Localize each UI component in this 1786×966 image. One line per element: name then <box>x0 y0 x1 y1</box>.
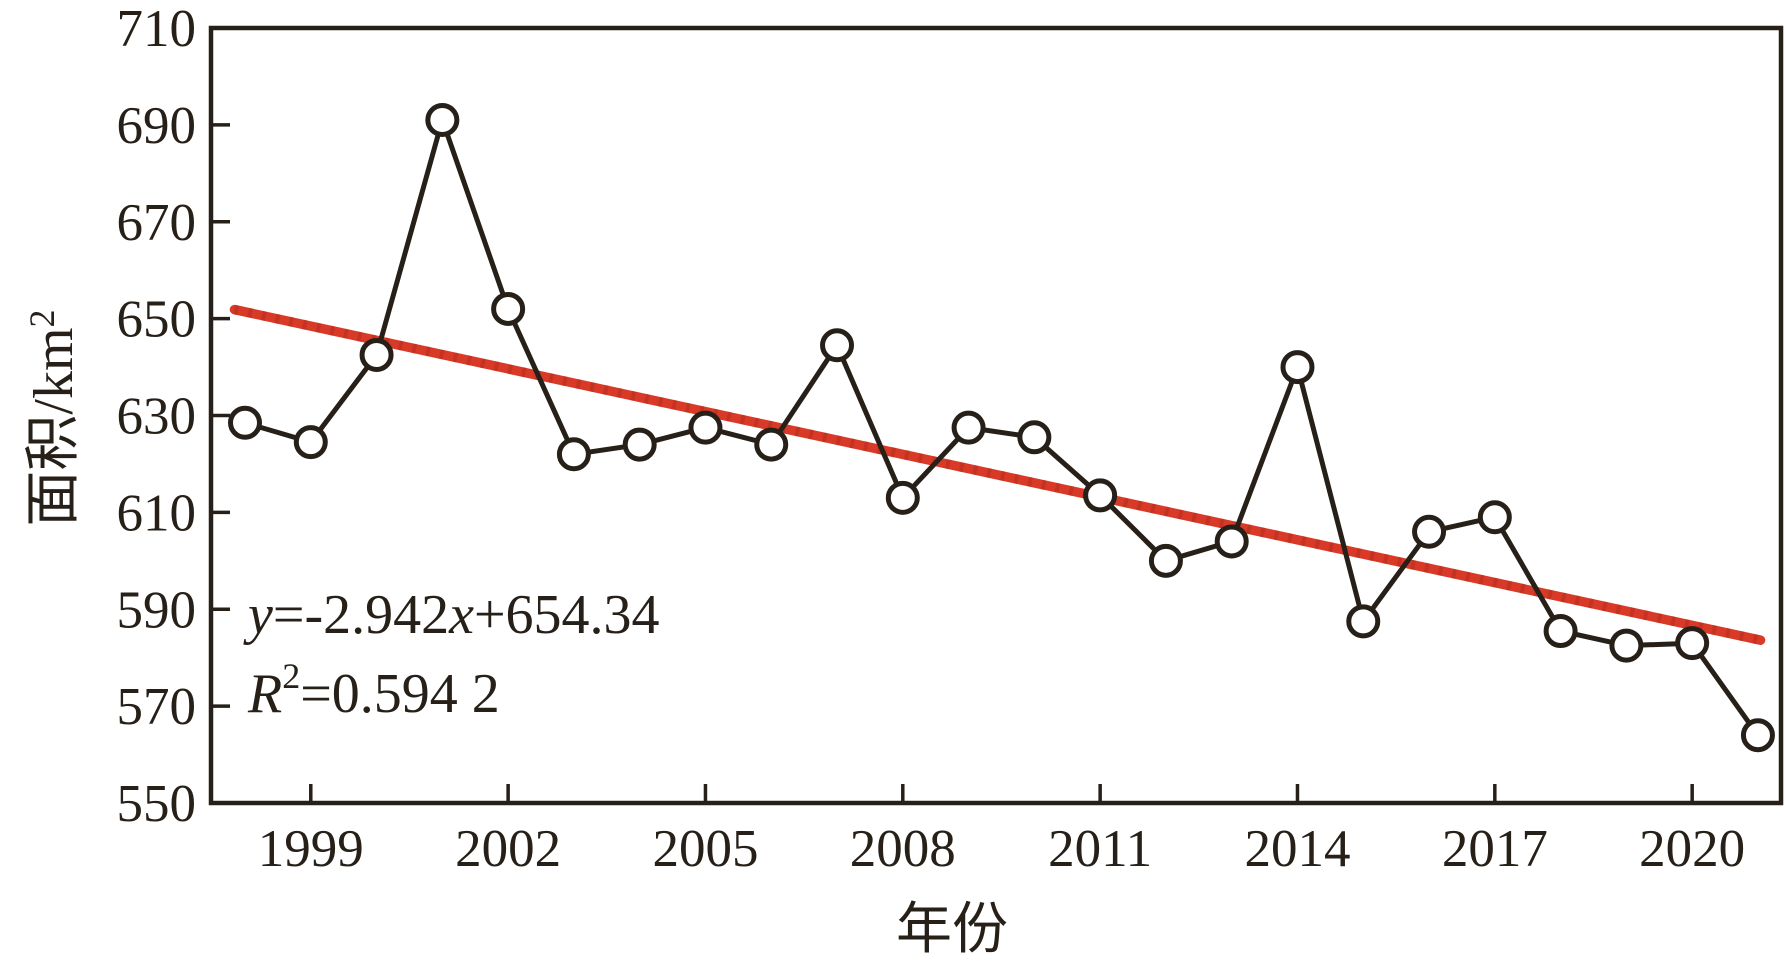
data-point <box>425 103 460 138</box>
x-axis-tick-label: 2017 <box>1442 820 1548 878</box>
data-point <box>1740 718 1775 753</box>
data-point <box>820 328 855 363</box>
y-axis-tick-label: 590 <box>117 581 197 639</box>
data-point <box>1346 604 1381 639</box>
x-axis-tick-label: 2002 <box>455 820 561 878</box>
data-point <box>1083 478 1118 513</box>
x-axis-tick-label: 1999 <box>258 820 364 878</box>
x-axis-tick-label: 2020 <box>1639 820 1745 878</box>
x-axis-tick-label: 2011 <box>1048 820 1152 878</box>
data-point <box>754 427 789 462</box>
data-point <box>1148 543 1183 578</box>
y-axis-tick-label: 550 <box>117 775 197 833</box>
data-point <box>1280 350 1315 385</box>
y-axis-tick-label: 670 <box>117 194 197 252</box>
y-axis-tick-label: 690 <box>117 97 197 155</box>
data-point <box>1412 514 1447 549</box>
data-point <box>1214 524 1249 559</box>
data-line <box>242 117 1761 738</box>
data-line-group <box>242 117 1761 738</box>
data-point <box>359 337 394 372</box>
x-axis-tick-label: 2008 <box>850 820 956 878</box>
r-squared-label: R2=0.594 2 <box>247 656 500 725</box>
data-point <box>1543 614 1578 649</box>
data-point <box>951 410 986 445</box>
trend-line <box>229 304 1766 645</box>
y-axis-tick-label: 570 <box>117 678 197 736</box>
y-axis-tick-label: 610 <box>117 484 197 542</box>
data-point <box>491 291 526 326</box>
data-point <box>1609 628 1644 663</box>
y-axis-tick-label: 630 <box>117 388 197 446</box>
trend-line-group <box>229 304 1766 645</box>
x-axis-title: 年份 <box>896 899 1008 961</box>
y-axis-tick-label: 650 <box>117 291 197 349</box>
data-point <box>885 480 920 515</box>
data-point <box>556 437 591 472</box>
trend-equation-label: y=-2.942x+654.34 <box>243 584 660 646</box>
data-markers-group <box>228 103 1775 753</box>
data-point <box>1675 626 1710 661</box>
data-point <box>228 405 262 440</box>
data-point <box>688 410 723 445</box>
axes-group: 550 570 590 610 630 650 670 690 710 1999 2002 2005 2… <box>117 0 1784 878</box>
y-axis-title-superscript: 2 <box>22 309 62 327</box>
data-point <box>622 427 657 462</box>
x-axis-tick-label: 2005 <box>652 820 758 878</box>
data-point <box>1477 500 1512 535</box>
data-point <box>293 425 328 460</box>
data-point <box>1017 420 1052 455</box>
x-axis-tick-label: 2014 <box>1244 820 1350 878</box>
y-axis-tick-label: 710 <box>117 0 197 58</box>
y-axis-title: 面积/km2 <box>22 309 85 526</box>
